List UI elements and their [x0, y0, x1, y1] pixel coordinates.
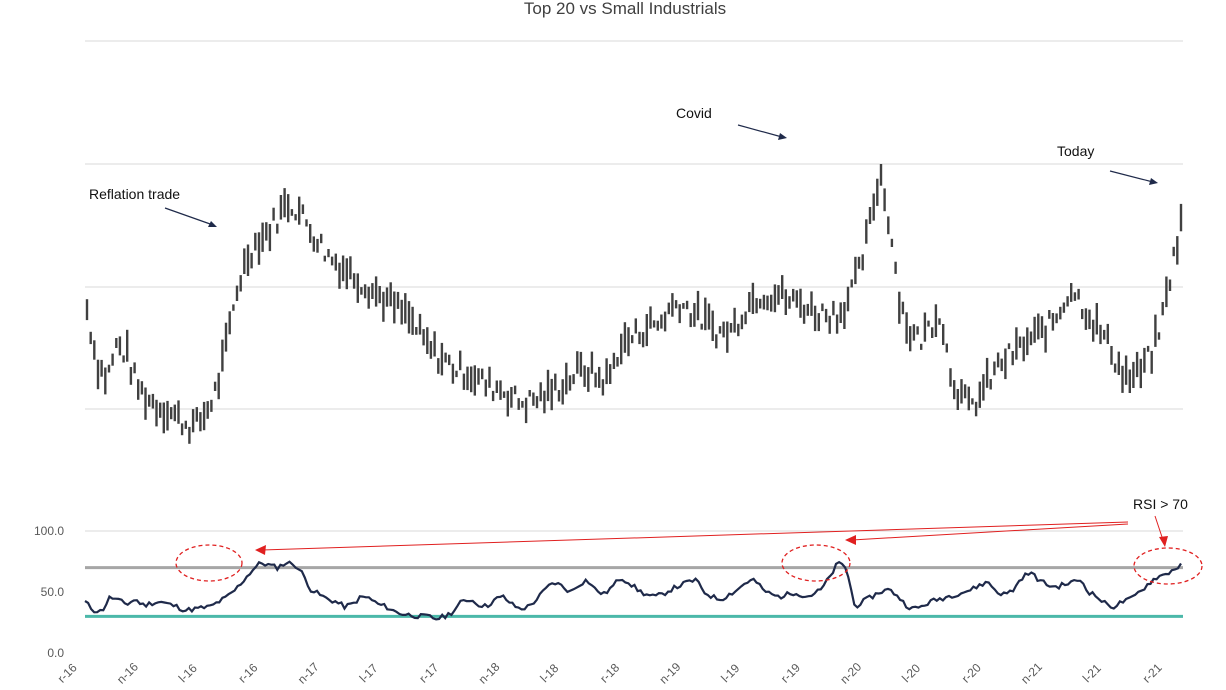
x-tick-label: r-20 [959, 660, 984, 685]
arrowhead-icon [255, 545, 266, 555]
annotation-rsi-over-70: RSI > 70 [1133, 496, 1188, 512]
y-tick-label: 100.0 [34, 524, 64, 538]
arrowhead-icon [845, 535, 856, 545]
rsi-y-axis: 100.0 50.0 0.0 [34, 524, 64, 660]
red-pointer-arrow [261, 521, 1129, 551]
x-tick-label: r-17 [416, 660, 441, 685]
highlight-ellipse [781, 544, 851, 582]
annotation-today: Today [1057, 143, 1094, 159]
x-tick-label: r-18 [597, 660, 622, 685]
y-tick-label: 0.0 [47, 646, 64, 660]
highlight-ellipse [175, 544, 243, 582]
red-pointer-arrow [851, 523, 1129, 541]
rsi-reference-lines [85, 566, 1183, 618]
arrowhead-icon [1159, 536, 1168, 547]
upper-panel-gridlines [85, 40, 1183, 410]
x-tick-label: l-16 [176, 661, 200, 685]
annotation-arrow [1109, 170, 1154, 183]
red-pointer-arrow [1154, 515, 1164, 541]
x-tick-label: n-21 [1018, 660, 1045, 687]
arrowhead-icon [778, 133, 787, 140]
rsi-series [84, 560, 1182, 621]
arrowhead-icon [1149, 178, 1158, 185]
annotation-arrow [737, 124, 783, 138]
x-tick-label: r-16 [55, 660, 80, 685]
x-tick-label: l-17 [357, 661, 381, 685]
chart-title: Top 20 vs Small Industrials [524, 0, 726, 18]
x-tick-label: r-19 [778, 660, 803, 685]
x-tick-label: n-20 [837, 660, 864, 687]
x-tick-label: n-16 [114, 660, 141, 687]
x-tick-label: l-21 [1080, 661, 1104, 685]
rsi-line [84, 560, 1182, 621]
x-tick-label: n-18 [476, 660, 503, 687]
highlight-ellipse [1133, 547, 1203, 585]
x-tick-label: l-18 [537, 661, 561, 685]
price-series [85, 164, 1183, 444]
annotations: Reflation trade Covid Today RSI > 70 [89, 105, 1203, 585]
annotation-reflation-trade: Reflation trade [89, 186, 180, 202]
x-axis-tick-labels: r-16 n-16 l-16 r-16 n-17 l-17 r-17 n-18 l-18 r-18… [55, 660, 1165, 687]
x-tick-label: r-21 [1140, 660, 1165, 685]
x-tick-label: r-16 [235, 660, 260, 685]
arrowhead-icon [208, 221, 217, 227]
annotation-covid: Covid [676, 105, 712, 121]
x-tick-label: l-19 [718, 661, 742, 685]
x-tick-label: l-20 [899, 661, 923, 685]
x-tick-label: n-19 [657, 660, 684, 687]
x-tick-label: n-17 [295, 660, 322, 687]
annotation-arrow [164, 207, 214, 226]
y-tick-label: 50.0 [41, 585, 65, 599]
